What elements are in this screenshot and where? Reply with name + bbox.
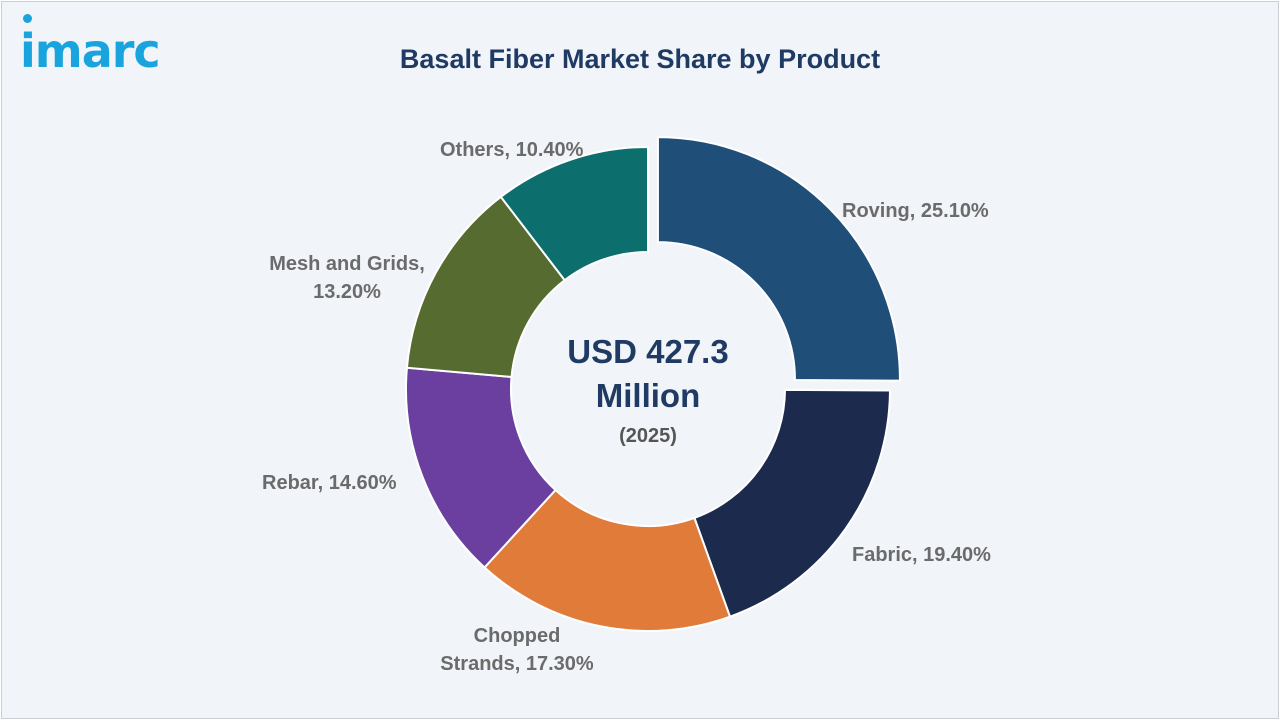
slice-fabric <box>693 388 892 618</box>
slice-rebar <box>405 366 557 569</box>
center-year: (2025) <box>619 425 677 447</box>
label-fabric: Fabric, 19.40% <box>852 544 991 566</box>
chart-title: Basalt Fiber Market Share by Product <box>399 44 881 74</box>
label-others: Others, 10.40% <box>440 139 584 161</box>
label-roving: Roving, 25.10% <box>842 200 989 222</box>
label-chopped-strands: Chopped Strands, 17.30% <box>440 625 594 675</box>
logo-text: imarc <box>20 24 161 78</box>
slice-chopped-strands <box>483 488 732 632</box>
label-mesh-and-grids: Mesh and Grids, 13.20% <box>269 253 425 303</box>
logo-dot <box>23 14 32 23</box>
label-rebar: Rebar, 14.60% <box>262 472 397 494</box>
center-total-value: USD 427.3 Million <box>567 333 729 414</box>
slice-roving <box>656 136 901 382</box>
slice-others <box>499 145 649 282</box>
imarc-logo: imarc <box>20 14 220 84</box>
